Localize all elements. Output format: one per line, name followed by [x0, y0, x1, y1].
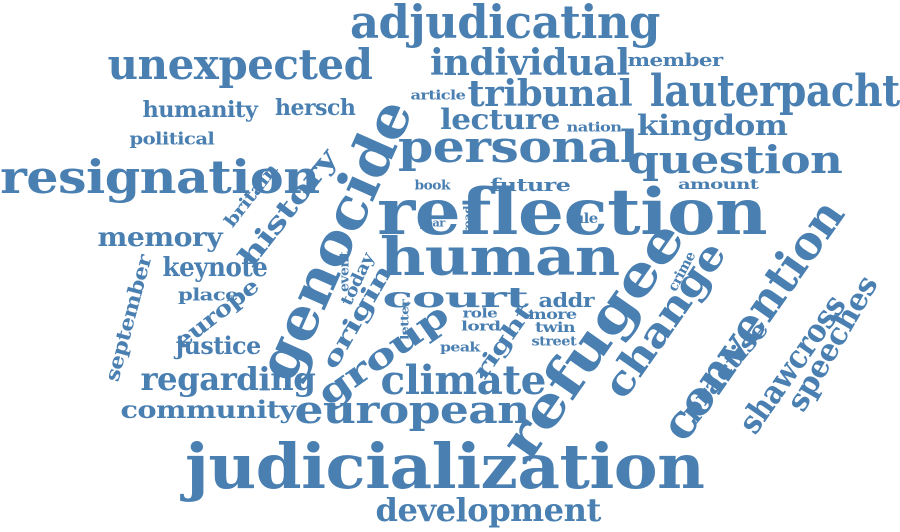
word: book [414, 178, 450, 194]
word: resignation [0, 150, 320, 204]
word: reflection [376, 175, 768, 250]
word: rule [565, 211, 598, 227]
word: court [382, 281, 529, 314]
word: lord [460, 319, 501, 335]
word: development [375, 491, 602, 529]
word: amount [677, 177, 759, 193]
word: regarding [140, 360, 316, 398]
word: political [129, 129, 215, 150]
word: peak [440, 340, 480, 356]
word: year [419, 216, 445, 230]
word: question [627, 137, 843, 182]
word: more [528, 307, 577, 323]
word: lecture [440, 103, 560, 136]
word: justice [175, 331, 262, 360]
word: kingdom [637, 109, 788, 142]
word: place [178, 285, 239, 306]
word: keynote [162, 253, 268, 283]
word: humanity [142, 97, 258, 123]
word: judicialization [185, 430, 705, 503]
word: future [490, 175, 571, 196]
word: lauterpacht [649, 66, 900, 117]
word: twin [535, 320, 576, 336]
word: climate [380, 357, 547, 404]
word: individual [430, 42, 630, 84]
word: nation [566, 120, 623, 136]
word: unexpected [107, 40, 374, 89]
word: street [531, 334, 577, 350]
word: hersch [275, 95, 356, 121]
word: tribunal [467, 73, 633, 115]
word: european [294, 387, 530, 432]
word: community [120, 395, 296, 424]
word: personal [398, 122, 639, 173]
word: role [462, 306, 498, 322]
word: article [410, 88, 466, 104]
word: addr [538, 288, 595, 312]
word: human [380, 227, 620, 288]
word: adjudicating [349, 0, 660, 49]
word: memory [97, 223, 223, 253]
word: member [627, 50, 723, 71]
